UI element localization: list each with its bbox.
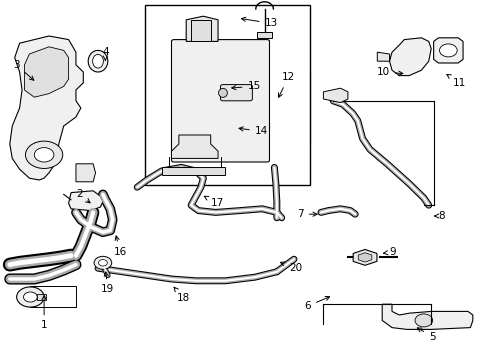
Text: 4: 4 (102, 47, 109, 60)
FancyBboxPatch shape (172, 40, 270, 162)
Circle shape (415, 314, 433, 327)
Text: 18: 18 (174, 287, 191, 303)
Ellipse shape (93, 54, 103, 68)
Polygon shape (390, 38, 431, 76)
Bar (37, 294, 46, 300)
Polygon shape (10, 36, 83, 180)
FancyBboxPatch shape (220, 85, 252, 101)
Text: 12: 12 (278, 72, 295, 97)
Text: 19: 19 (101, 272, 115, 294)
Text: 9: 9 (384, 247, 396, 257)
Text: 15: 15 (232, 81, 261, 91)
Polygon shape (382, 304, 473, 329)
Ellipse shape (88, 50, 108, 72)
Polygon shape (76, 164, 96, 182)
Text: 8: 8 (435, 211, 445, 221)
Polygon shape (323, 88, 348, 103)
Text: 5: 5 (417, 328, 436, 342)
Text: 20: 20 (280, 262, 302, 273)
Circle shape (94, 256, 112, 269)
Polygon shape (69, 191, 103, 211)
Circle shape (98, 260, 107, 266)
Polygon shape (172, 135, 218, 158)
Text: 7: 7 (297, 209, 317, 219)
Circle shape (440, 44, 457, 57)
Text: 14: 14 (239, 126, 268, 136)
Bar (191, 20, 211, 41)
Text: 16: 16 (113, 236, 127, 257)
Text: 1: 1 (41, 296, 48, 330)
Text: 17: 17 (204, 196, 224, 208)
Ellipse shape (219, 89, 227, 98)
Bar (145, 5, 310, 185)
Text: 11: 11 (447, 75, 466, 88)
Polygon shape (353, 249, 377, 265)
Polygon shape (434, 38, 463, 63)
Circle shape (34, 148, 54, 162)
Text: 2: 2 (76, 189, 90, 203)
Circle shape (17, 287, 44, 307)
Polygon shape (162, 167, 225, 175)
Circle shape (24, 292, 37, 302)
Polygon shape (358, 253, 372, 262)
Bar (257, 32, 272, 38)
Polygon shape (377, 52, 390, 61)
Text: 6: 6 (304, 296, 330, 311)
Circle shape (25, 141, 63, 168)
Text: 10: 10 (376, 67, 403, 77)
Polygon shape (186, 16, 218, 41)
Polygon shape (24, 47, 69, 97)
Text: 3: 3 (13, 60, 34, 80)
Text: 13: 13 (242, 17, 278, 28)
